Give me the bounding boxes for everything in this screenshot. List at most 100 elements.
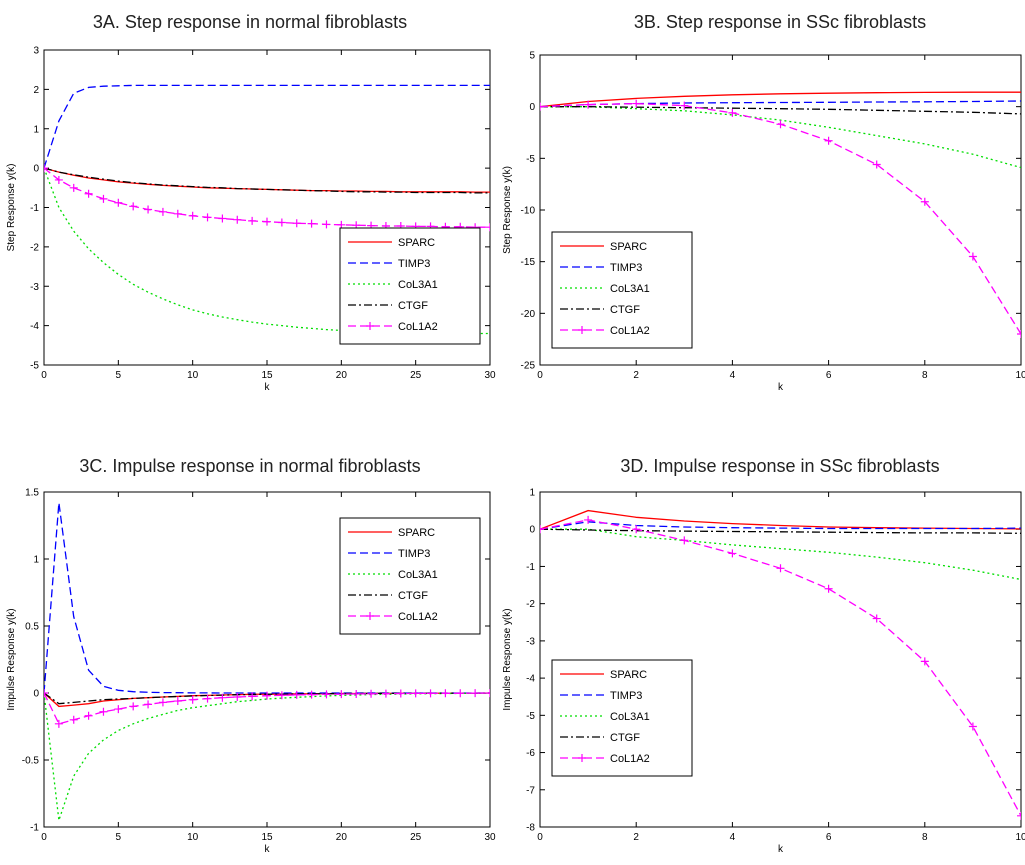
chart-title: 3A. Step response in normal fibroblasts bbox=[93, 12, 407, 32]
x-tick-label: 15 bbox=[261, 370, 273, 381]
x-tick-label: 5 bbox=[116, 832, 122, 843]
data-point-col1a2 bbox=[337, 220, 346, 229]
x-tick-label: 0 bbox=[41, 370, 47, 381]
legend: SPARC TIMP3 CoL3A1 CTGF CoL1A2 bbox=[339, 227, 481, 345]
legend-label-timp3: TIMP3 bbox=[398, 548, 430, 560]
x-tick-label: 30 bbox=[484, 832, 496, 843]
legend-label-ctgf: CTGF bbox=[610, 732, 640, 744]
legend-label-col1a2: CoL1A2 bbox=[398, 321, 438, 333]
y-tick-label: 0.5 bbox=[25, 622, 39, 633]
legend-label-col1a2: CoL1A2 bbox=[610, 753, 650, 765]
legend-box bbox=[551, 231, 693, 349]
data-point-col1a2 bbox=[114, 198, 123, 207]
data-point-col1a2 bbox=[920, 197, 929, 206]
x-axis-label: k bbox=[778, 382, 784, 393]
y-tick-label: 5 bbox=[529, 51, 535, 62]
data-point-col1a2 bbox=[69, 183, 78, 192]
data-point-col1a2 bbox=[173, 209, 182, 218]
y-tick-label: 3 bbox=[33, 46, 39, 57]
series-line-col3a1 bbox=[44, 692, 490, 821]
legend-marker-col1a2 bbox=[366, 322, 374, 330]
chart-panel-4: 3D. Impulse response in SSc fibroblasts 0… bbox=[502, 456, 1025, 855]
data-point-col1a2 bbox=[54, 175, 63, 184]
y-tick-label: -15 bbox=[521, 257, 536, 268]
legend-marker-col1a2 bbox=[578, 326, 586, 334]
data-point-col1a2 bbox=[776, 564, 785, 573]
data-point-col1a2 bbox=[84, 189, 93, 198]
y-tick-label: -1 bbox=[526, 562, 535, 573]
data-point-col1a2 bbox=[456, 689, 465, 698]
data-point-col1a2 bbox=[69, 715, 78, 724]
legend-label-col3a1: CoL3A1 bbox=[610, 283, 650, 295]
y-tick-label: -8 bbox=[526, 823, 535, 834]
y-tick-label: 0 bbox=[529, 525, 535, 536]
y-tick-label: -1 bbox=[30, 203, 39, 214]
legend-label-col3a1: CoL3A1 bbox=[398, 569, 438, 581]
data-point-col1a2 bbox=[824, 584, 833, 593]
legend-label-col1a2: CoL1A2 bbox=[610, 325, 650, 337]
data-point-col1a2 bbox=[367, 689, 376, 698]
x-tick-label: 15 bbox=[261, 832, 273, 843]
x-tick-label: 2 bbox=[633, 370, 639, 381]
x-tick-label: 20 bbox=[336, 370, 348, 381]
chart-panel-3: 3C. Impulse response in normal fibroblas… bbox=[6, 456, 496, 855]
x-tick-label: 0 bbox=[537, 370, 543, 381]
x-tick-label: 10 bbox=[1015, 832, 1025, 843]
chart-title: 3C. Impulse response in normal fibroblas… bbox=[79, 456, 420, 476]
legend: SPARC TIMP3 CoL3A1 CTGF CoL1A2 bbox=[551, 231, 693, 349]
series-line-timp3 bbox=[44, 84, 490, 169]
y-tick-label: -5 bbox=[30, 361, 39, 372]
y-tick-label: -4 bbox=[30, 321, 39, 332]
x-tick-label: 4 bbox=[730, 370, 736, 381]
y-tick-label: -1 bbox=[30, 823, 39, 834]
data-point-col1a2 bbox=[233, 693, 242, 702]
x-tick-label: 0 bbox=[41, 832, 47, 843]
data-point-col1a2 bbox=[203, 213, 212, 222]
y-tick-label: -6 bbox=[526, 748, 535, 759]
legend-box bbox=[551, 659, 693, 777]
y-axis-label: Step Response y(k) bbox=[6, 164, 17, 252]
y-axis-label: Impulse Response y(k) bbox=[502, 608, 513, 710]
data-point-col1a2 bbox=[728, 108, 737, 117]
data-point-col1a2 bbox=[233, 215, 242, 224]
legend-label-sparc: SPARC bbox=[610, 241, 647, 253]
legend-marker-col1a2 bbox=[366, 612, 374, 620]
chart-title: 3D. Impulse response in SSc fibroblasts bbox=[620, 456, 939, 476]
data-point-col1a2 bbox=[396, 689, 405, 698]
data-point-col1a2 bbox=[248, 692, 257, 701]
y-tick-label: 0 bbox=[33, 689, 39, 700]
legend-label-sparc: SPARC bbox=[398, 527, 435, 539]
x-tick-label: 10 bbox=[187, 832, 199, 843]
data-point-col1a2 bbox=[441, 689, 450, 698]
y-tick-label: 2 bbox=[33, 85, 39, 96]
x-tick-label: 30 bbox=[484, 370, 496, 381]
plot-area bbox=[539, 491, 1022, 828]
series-group bbox=[44, 502, 490, 821]
x-tick-label: 6 bbox=[826, 832, 832, 843]
x-tick-label: 20 bbox=[336, 832, 348, 843]
x-tick-label: 5 bbox=[116, 370, 122, 381]
x-tick-label: 25 bbox=[410, 832, 422, 843]
legend-label-col1a2: CoL1A2 bbox=[398, 611, 438, 623]
x-tick-label: 8 bbox=[922, 370, 928, 381]
data-point-col1a2 bbox=[203, 694, 212, 703]
x-tick-label: 2 bbox=[633, 832, 639, 843]
y-axis-label: Impulse Response y(k) bbox=[6, 608, 17, 710]
x-tick-label: 8 bbox=[922, 832, 928, 843]
data-point-col1a2 bbox=[307, 690, 316, 699]
legend-label-ctgf: CTGF bbox=[398, 590, 428, 602]
data-point-col1a2 bbox=[728, 549, 737, 558]
data-point-col1a2 bbox=[263, 217, 271, 226]
chart-panel-2: 3B. Step response in SSc fibroblasts 0 2 4 6… bbox=[502, 12, 1025, 393]
data-point-col1a2 bbox=[920, 657, 929, 666]
data-point-col1a2 bbox=[680, 536, 689, 545]
y-tick-label: 1.5 bbox=[25, 488, 39, 499]
series-line-timp3 bbox=[540, 100, 1021, 108]
data-point-col1a2 bbox=[1017, 330, 1021, 338]
legend-box bbox=[339, 517, 481, 635]
data-point-col1a2 bbox=[322, 220, 331, 229]
data-point-col1a2 bbox=[173, 697, 182, 706]
series-line-ctgf bbox=[540, 528, 1021, 534]
x-axis-label: k bbox=[265, 844, 271, 855]
legend-label-sparc: SPARC bbox=[398, 237, 435, 249]
